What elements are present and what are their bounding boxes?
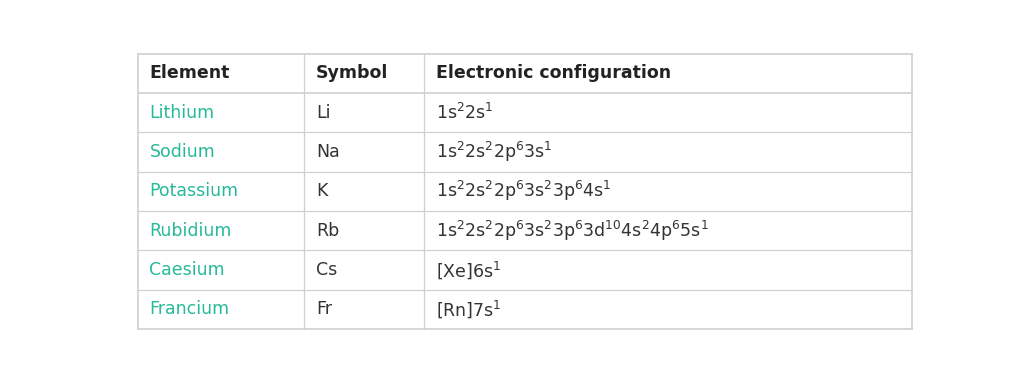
Text: Caesium: Caesium	[150, 261, 225, 279]
Text: Element: Element	[150, 64, 229, 82]
Bar	[137, 93, 912, 132]
Text: K: K	[316, 182, 328, 200]
Text: $1s^{2}2s^{2}2p^{6}3s^{2}3p^{6}4s^{1}$: $1s^{2}2s^{2}2p^{6}3s^{2}3p^{6}4s^{1}$	[436, 179, 611, 204]
Text: Cs: Cs	[316, 261, 337, 279]
Bar	[137, 172, 912, 211]
Text: Symbol: Symbol	[316, 64, 388, 82]
Bar	[137, 290, 912, 329]
Text: $1s^{2}2s^{2}2p^{6}3s^{2}3p^{6}3d^{10}4s^{2}4p^{6}5s^{1}$: $1s^{2}2s^{2}2p^{6}3s^{2}3p^{6}3d^{10}4s…	[436, 219, 709, 243]
Bar	[137, 211, 912, 251]
Text: Electronic configuration: Electronic configuration	[436, 64, 671, 82]
Bar	[137, 54, 912, 93]
Text: Rubidium: Rubidium	[150, 222, 231, 240]
Text: Li: Li	[316, 104, 331, 122]
Text: Na: Na	[316, 143, 340, 161]
Text: $1s^{2}2s^{2}2p^{6}3s^{1}$: $1s^{2}2s^{2}2p^{6}3s^{1}$	[436, 140, 553, 164]
Bar	[137, 132, 912, 172]
Text: Rb: Rb	[316, 222, 339, 240]
Text: Sodium: Sodium	[150, 143, 215, 161]
Bar	[137, 251, 912, 290]
Text: Lithium: Lithium	[150, 104, 215, 122]
Text: Potassium: Potassium	[150, 182, 239, 200]
Text: $[Rn]7s^{1}$: $[Rn]7s^{1}$	[436, 299, 501, 320]
Text: Fr: Fr	[316, 301, 332, 318]
Text: $[Xe]6s^{1}$: $[Xe]6s^{1}$	[436, 259, 501, 281]
Text: Francium: Francium	[150, 301, 229, 318]
Text: $1s^{2}2s^{1}$: $1s^{2}2s^{1}$	[436, 103, 494, 123]
